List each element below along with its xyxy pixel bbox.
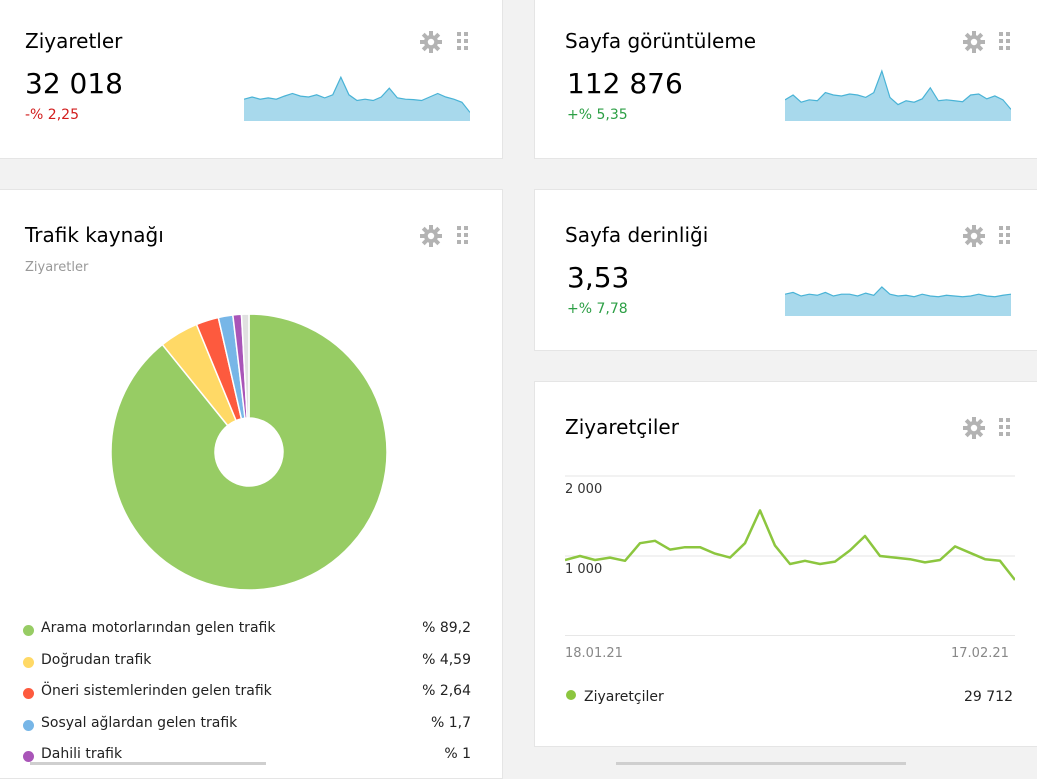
legend-value: % 1 <box>444 746 471 762</box>
donut-slice-other <box>240 313 250 419</box>
drag-handle-icon[interactable] <box>457 226 469 246</box>
y-tick-label: 2 000 <box>565 482 603 497</box>
traffic-title: Trafik kaynağı <box>25 223 164 247</box>
legend-item[interactable]: Arama motorlarından gelen trafik % 89,2 <box>23 620 471 642</box>
legend-dot <box>23 751 34 762</box>
legend-label: Arama motorlarından gelen trafik <box>41 620 276 636</box>
visitors-legend-value: 29 712 <box>964 689 1013 705</box>
depth-sparkline <box>785 286 1011 316</box>
legend-label: Öneri sistemlerinden gelen trafik <box>41 683 272 699</box>
legend-dot <box>23 688 34 699</box>
traffic-source-widget: Trafik kaynağı Ziyaretler Arama motorlar… <box>0 189 503 779</box>
legend-dot <box>23 656 34 668</box>
legend-item[interactable]: Sosyal ağlardan gelen trafik % 1,7 <box>23 715 471 737</box>
sparkline-line <box>785 69 1011 110</box>
depth-title: Sayfa derinliği <box>565 223 709 247</box>
legend-label: Dahili trafik <box>41 746 123 762</box>
visits-delta: -% 2,25 <box>25 107 79 123</box>
legend-item[interactable]: Doğrudan trafik % 4,59 <box>23 652 471 674</box>
pageviews-title: Sayfa görüntüleme <box>565 29 757 53</box>
visitors-legend-label: Ziyaretçiler <box>584 689 664 705</box>
drag-handle-icon[interactable] <box>999 418 1011 438</box>
legend-value: % 4,59 <box>422 651 471 668</box>
drag-handle-icon[interactable] <box>999 32 1011 52</box>
x-tick-label-start: 18.01.21 <box>565 646 623 661</box>
legend-label: Doğrudan trafik <box>41 651 152 668</box>
gear-icon[interactable] <box>962 224 986 248</box>
drag-handle-icon[interactable] <box>999 226 1011 246</box>
legend-value: % 89,2 <box>422 620 471 636</box>
legend-value: % 2,64 <box>422 683 471 699</box>
scrollbar-hint[interactable] <box>30 762 266 765</box>
drag-handle-icon[interactable] <box>457 32 469 52</box>
legend-label: Sosyal ağlardan gelen trafik <box>41 714 238 731</box>
visitors-widget: Ziyaretçiler 2 000 1 000 18.01.21 17.02.… <box>534 381 1037 747</box>
visits-value: 32 018 <box>25 67 123 100</box>
y-tick-label: 1 000 <box>565 562 603 577</box>
visits-widget: Ziyaretler 32 018 -% 2,25 <box>0 0 503 159</box>
sparkline-line <box>785 286 1011 298</box>
visitors-line-chart <box>565 475 1015 636</box>
visitors-title: Ziyaretçiler <box>565 415 679 439</box>
pageviews-widget: Sayfa görüntüleme 112 876 +% 5,35 <box>534 0 1037 159</box>
pageviews-delta: +% 5,35 <box>567 107 628 123</box>
sparkline-area <box>785 71 1011 121</box>
pageviews-value: 112 876 <box>567 67 683 100</box>
pageviews-sparkline <box>785 69 1011 121</box>
depth-widget: Sayfa derinliği 3,53 +% 7,78 <box>534 189 1037 351</box>
depth-delta: +% 7,78 <box>567 301 628 317</box>
sparkline-line <box>244 75 470 113</box>
traffic-donut-chart <box>110 313 388 591</box>
gear-icon[interactable] <box>419 30 443 54</box>
depth-value: 3,53 <box>567 261 630 294</box>
visits-sparkline <box>244 75 470 121</box>
gear-icon[interactable] <box>962 30 986 54</box>
sparkline-area <box>244 77 470 121</box>
legend-item[interactable]: Öneri sistemlerinden gelen trafik % 2,64 <box>23 683 471 705</box>
legend-item[interactable]: Dahili trafik % 1 <box>23 746 471 768</box>
x-tick-label-end: 17.02.21 <box>951 646 1009 661</box>
gear-icon[interactable] <box>962 416 986 440</box>
visits-title: Ziyaretler <box>25 29 123 53</box>
donut-slice <box>110 313 388 591</box>
gear-icon[interactable] <box>419 224 443 248</box>
series-line <box>565 509 1015 581</box>
legend-dot <box>23 719 34 731</box>
sparkline-area <box>785 287 1011 316</box>
traffic-subtitle: Ziyaretler <box>25 260 89 275</box>
legend-value: % 1,7 <box>430 714 471 731</box>
visitors-legend-dot <box>566 690 576 700</box>
legend-dot <box>23 625 34 636</box>
scrollbar-hint[interactable] <box>616 762 906 765</box>
